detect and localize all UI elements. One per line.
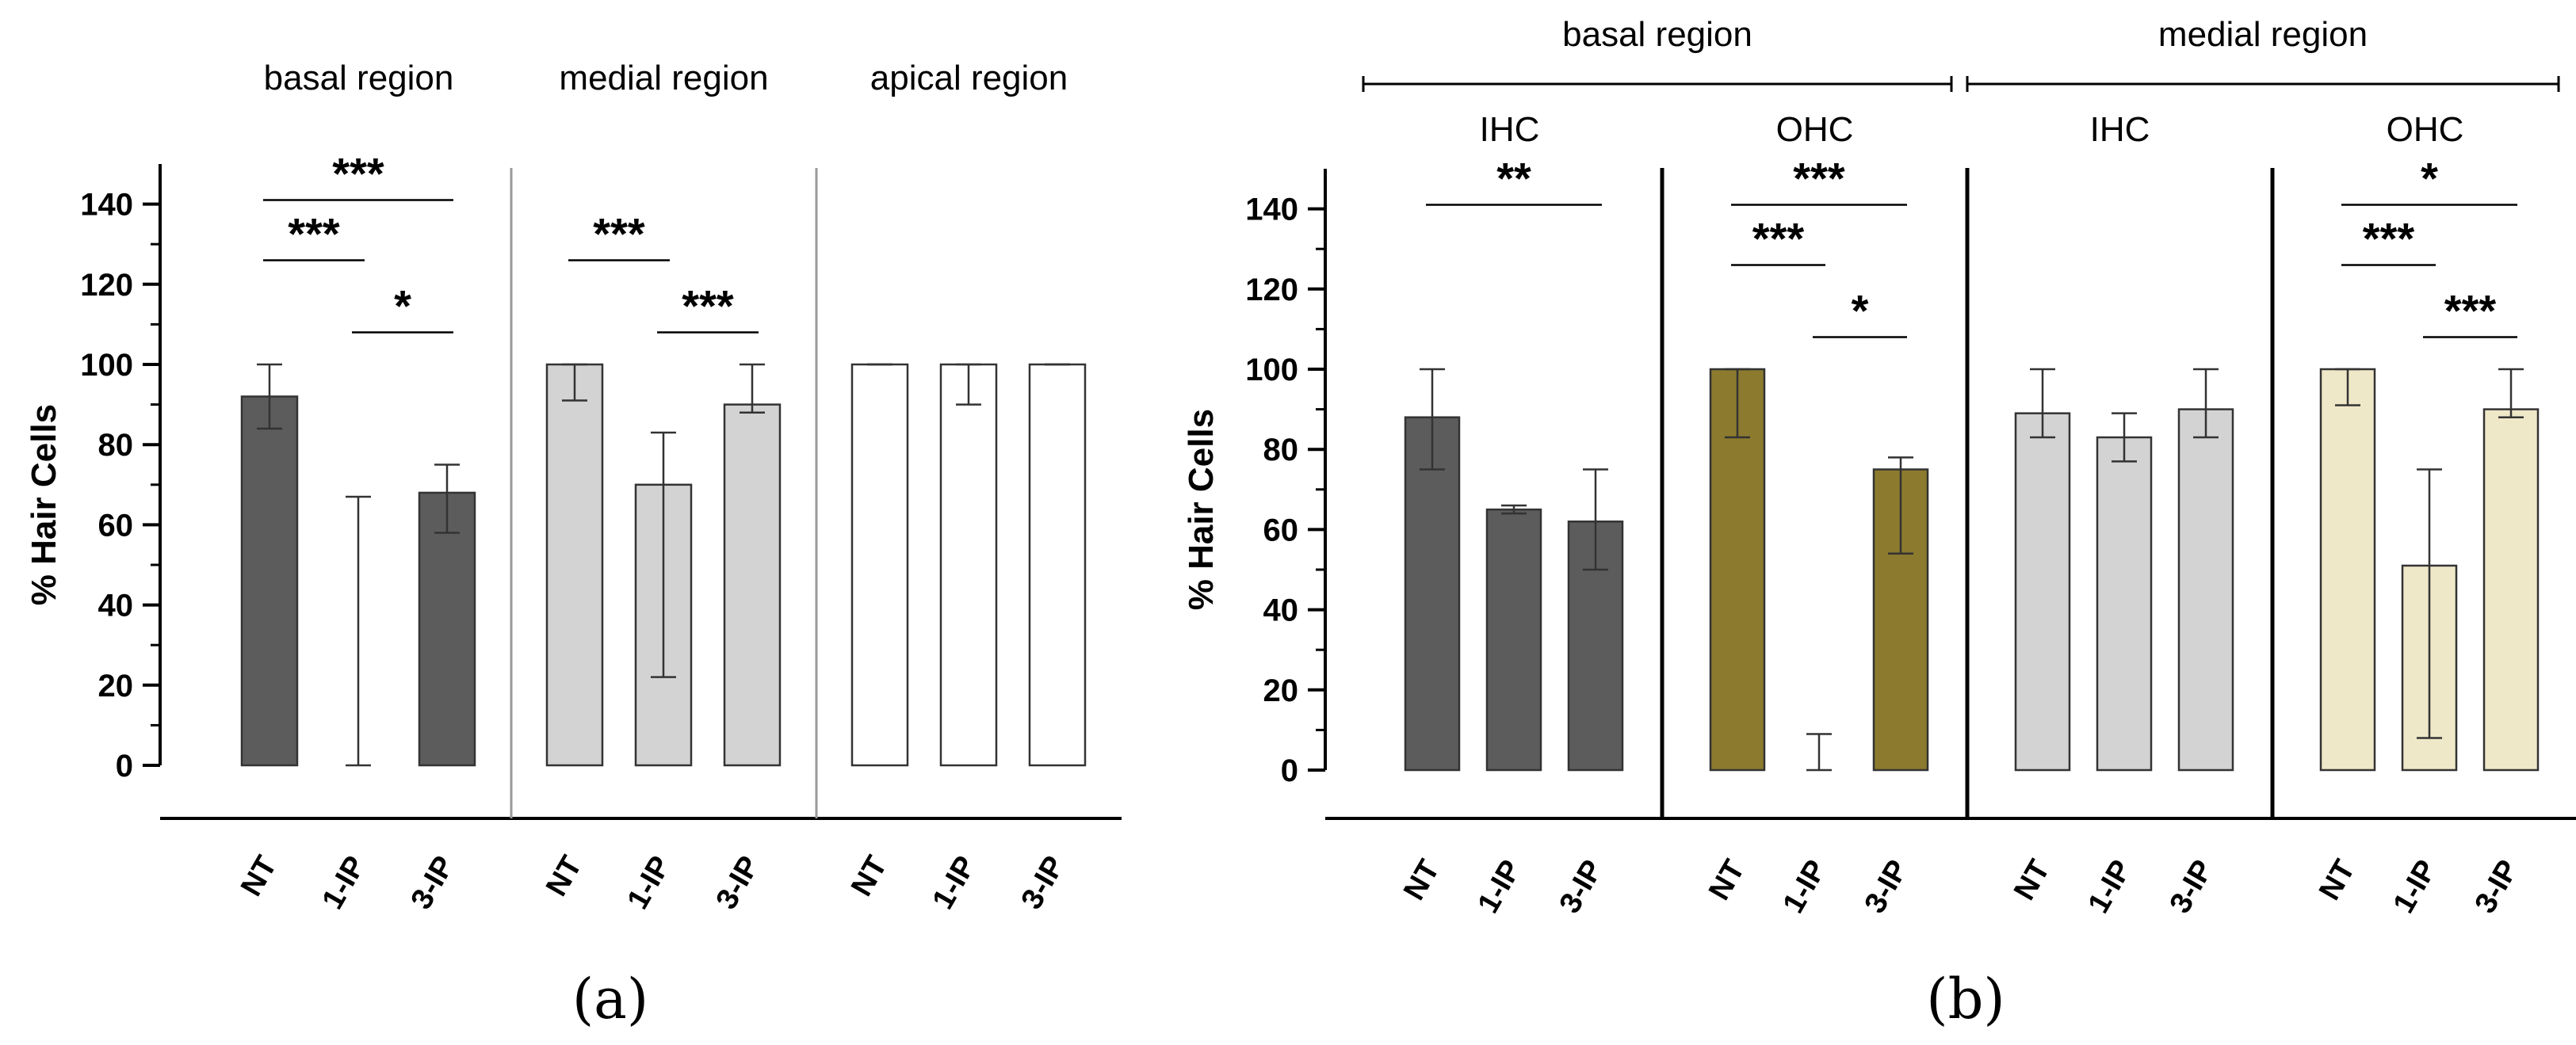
group-title: IHC [1480, 110, 1540, 149]
bar-undefined0 [545, 363, 604, 767]
significance-stars: *** [593, 208, 645, 258]
category-label: 1-IP [927, 851, 983, 915]
y-tick-label-60: 60 [98, 508, 134, 543]
category-label: 3-IP [1554, 855, 1610, 919]
y-tick-label-120: 120 [1245, 273, 1298, 307]
bar-undefined0 [240, 395, 299, 767]
significance-stars: *** [2444, 286, 2497, 336]
significance-stars: * [2421, 154, 2438, 204]
bar-undefined2 [2177, 408, 2234, 772]
significance-stars: *** [332, 149, 384, 199]
bar-undefined2 [2482, 408, 2540, 772]
y-tick-label-80: 80 [98, 428, 134, 463]
category-label: NT [1703, 855, 1752, 906]
group-title: basal region [264, 59, 454, 97]
bar-undefined1 [1485, 508, 1542, 772]
category-label: 1-IP [1777, 855, 1833, 919]
y-tick-label-120: 120 [80, 268, 133, 303]
y-tick-label-20: 20 [98, 669, 134, 704]
y-tick-label-100: 100 [80, 348, 133, 383]
panel-a-chart: 0 20 40 60 80 100 120 140 % Hair Cells basal regi… [25, 59, 1122, 915]
category-label: 3-IP [2469, 855, 2525, 919]
panel-b-label: (b) [1926, 967, 2005, 1032]
category-label: NT [1397, 855, 1447, 906]
category-label: 1-IP [2082, 855, 2138, 919]
significance-stars: *** [288, 208, 340, 258]
y-tick-label-40: 40 [1263, 593, 1299, 628]
group-title: medial region [559, 59, 768, 97]
panel-a-label: (a) [572, 967, 648, 1032]
y-tick-label-40: 40 [98, 589, 134, 624]
category-label: NT [540, 851, 589, 902]
bar-undefined1 [2096, 436, 2153, 772]
category-label: 3-IP [1015, 851, 1072, 915]
significance-stars: *** [1793, 154, 1845, 204]
bar-undefined2 [1028, 363, 1087, 767]
panel-b-chart: 0 20 40 60 80 100 120 140 % Hair Cells IHC NT 1-IP 3… [1182, 15, 2576, 919]
significance-stars: * [1852, 286, 1869, 336]
bar-undefined2 [418, 491, 476, 767]
bar-undefined2 [723, 403, 782, 767]
significance-stars: *** [2363, 213, 2415, 263]
significance-stars: *** [1752, 213, 1805, 263]
category-label: NT [845, 851, 894, 902]
category-label: 1-IP [316, 851, 373, 915]
significance-stars: *** [682, 281, 734, 331]
y-tick-label-60: 60 [1263, 513, 1299, 547]
group-title: OHC [2387, 110, 2464, 149]
category-label: NT [2008, 855, 2057, 906]
y-tick-label-100: 100 [1245, 353, 1298, 387]
y-tick-label-0: 0 [1281, 753, 1298, 788]
bar-undefined0 [2319, 368, 2376, 772]
category-label: NT [2313, 855, 2362, 906]
group-title: OHC [1776, 110, 1854, 149]
y-axis-title: % Hair Cells [1182, 409, 1221, 610]
y-tick-label-140: 140 [1245, 193, 1298, 227]
y-tick-label-140: 140 [80, 188, 133, 223]
category-label: 3-IP [405, 851, 461, 915]
category-label: 1-IP [2387, 855, 2444, 919]
category-label: 3-IP [2164, 855, 2220, 919]
bar-undefined0 [2014, 412, 2071, 772]
bar-undefined1 [939, 363, 998, 767]
category-label: 1-IP [1472, 855, 1528, 919]
y-tick-label-20: 20 [1263, 673, 1299, 708]
significance-stars: ** [1496, 154, 1531, 204]
bar-undefined0 [1404, 416, 1461, 772]
significance-stars: * [394, 281, 411, 331]
region-title: medial region [2158, 15, 2368, 54]
group-title: apical region [870, 59, 1068, 97]
category-label: NT [235, 851, 284, 902]
category-label: 3-IP [1859, 855, 1915, 919]
category-label: 3-IP [710, 851, 766, 915]
y-axis-title: % Hair Cells [25, 404, 63, 605]
group-title: IHC [2090, 110, 2150, 149]
y-tick-label-0: 0 [116, 749, 133, 784]
y-tick-label-80: 80 [1263, 433, 1299, 467]
region-title: basal region [1562, 15, 1752, 54]
bar-undefined0 [850, 363, 909, 767]
category-label: 1-IP [621, 851, 678, 915]
